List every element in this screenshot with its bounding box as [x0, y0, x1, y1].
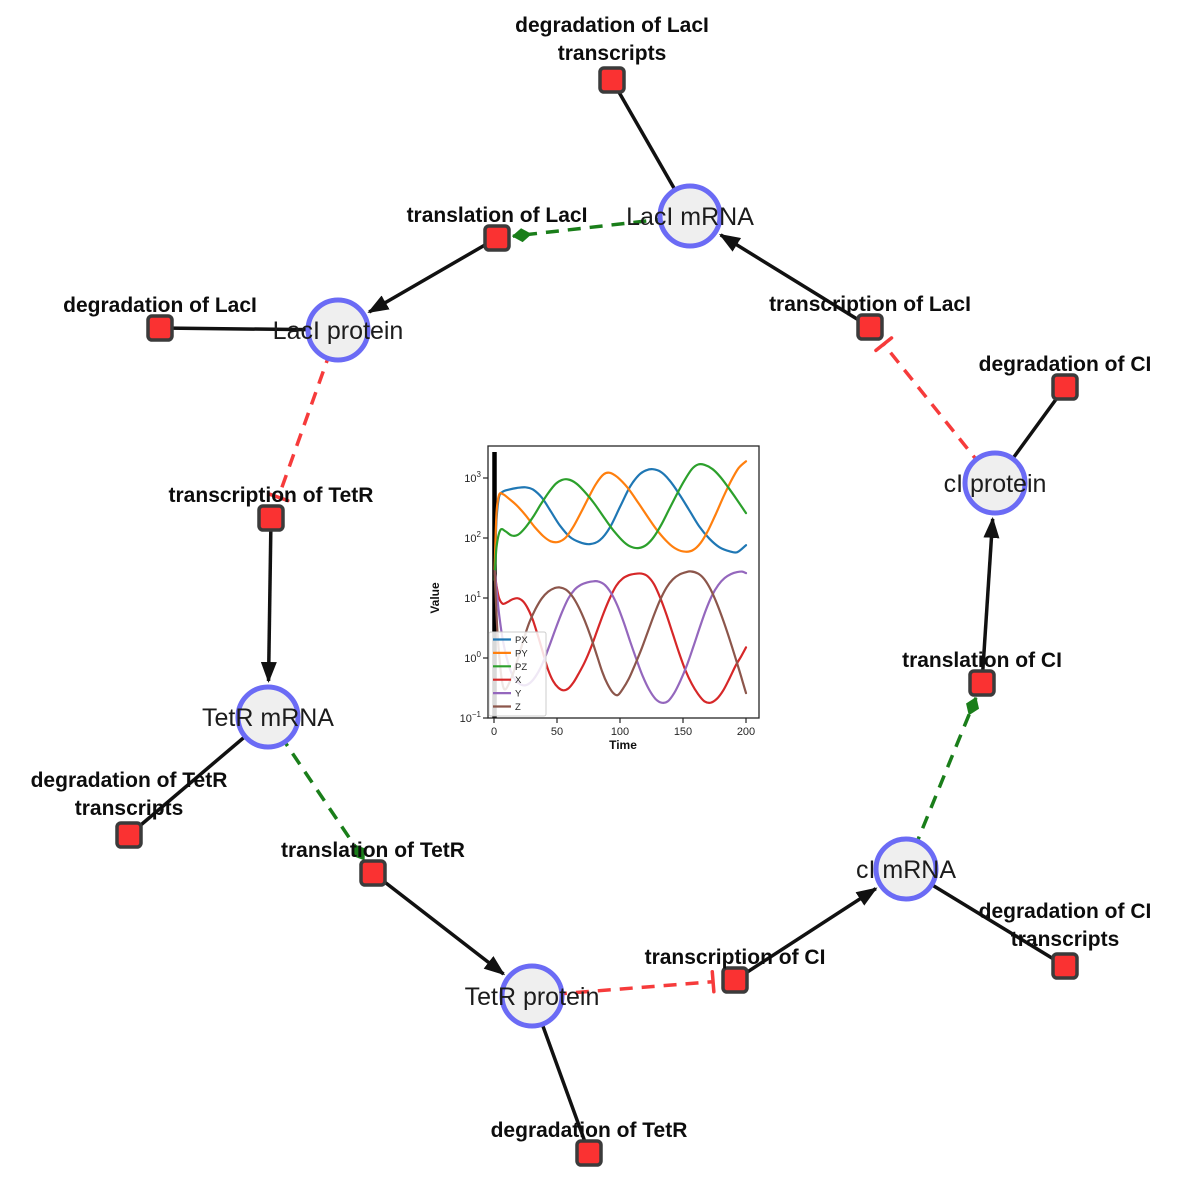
- reaction-label-deg_cI_tr-line2: transcripts: [1011, 928, 1120, 951]
- species-label-tetR_protein: TetR protein: [465, 983, 600, 1011]
- y-tick-label: 10−1: [460, 710, 482, 725]
- reaction-node-transcription_tetR: [257, 504, 285, 532]
- reaction-label-deg_lacI_tr-line2: transcripts: [558, 42, 667, 65]
- x-tick-label: 150: [674, 726, 692, 738]
- reaction-label-translation_cI-line1: translation of CI: [902, 649, 1062, 672]
- edge-product-transcription_tetR-to-tetR_mRNA: [260, 517, 277, 684]
- y-tick-label: 100: [464, 650, 481, 665]
- reaction-node-deg_tetR_tr: [115, 821, 143, 849]
- reaction-label-deg_lacI-line1: degradation of LacI: [63, 294, 257, 317]
- x-tick-label: 50: [551, 726, 563, 738]
- reaction-label-deg_cI_tr-line1: degradation of CI: [979, 900, 1152, 923]
- series-line-PZ: [493, 462, 748, 581]
- species-node-cI_mRNA: [873, 836, 939, 902]
- nodes-layer: [115, 66, 1079, 1167]
- reaction-label-deg_tetR_tr-line1: degradation of TetR: [31, 769, 228, 792]
- legend-label-PY: PY: [515, 648, 528, 659]
- reaction-node-deg_cI_tr: [1051, 952, 1079, 980]
- x-tick-label: 100: [611, 726, 629, 738]
- reaction-label-transcription_cI-line1: transcription of CI: [645, 946, 826, 969]
- reaction-node-deg_lacI: [146, 314, 174, 342]
- species-label-lacI_protein: LacI protein: [273, 317, 404, 345]
- reaction-node-translation_cI: [968, 669, 996, 697]
- edge-product-translation_cI-to-cI_protein: [980, 516, 1000, 684]
- x-tick-label: 200: [737, 726, 755, 738]
- edge-product-translation_lacI-to-lacI_protein: [367, 236, 498, 314]
- y-tick-label: 103: [464, 470, 481, 485]
- legend-label-Z: Z: [515, 702, 521, 713]
- reaction-label-transcription_tetR-line1: transcription of TetR: [169, 484, 374, 507]
- species-node-tetR_mRNA: [235, 684, 301, 750]
- reaction-node-deg_tetR: [575, 1139, 603, 1167]
- legend-label-Y: Y: [515, 689, 522, 700]
- reaction-label-translation_tetR-line1: translation of TetR: [281, 839, 465, 862]
- series-line-X: [493, 570, 748, 704]
- reaction-node-transcription_cI: [721, 966, 749, 994]
- species-label-cI_mRNA: cI mRNA: [856, 856, 956, 884]
- plot-border: [487, 445, 760, 719]
- reaction-label-translation_lacI-line1: translation of LacI: [407, 204, 588, 227]
- edge-product-transcription_cI-to-cI_mRNA: [734, 887, 878, 982]
- x-axis-label: Time: [609, 738, 637, 752]
- legend-label-X: X: [515, 675, 522, 686]
- legend-label-PX: PX: [515, 635, 528, 646]
- reaction-label-deg_tetR_tr-line2: transcripts: [75, 797, 184, 820]
- y-axis-label: Value: [428, 582, 442, 614]
- species-node-cI_protein: [962, 450, 1028, 516]
- chart-legend: PX PY PZ XYZ: [488, 631, 547, 717]
- species-label-lacI_mRNA: LacI mRNA: [626, 203, 754, 231]
- reaction-label-transcription_lacI-line1: transcription of LacI: [769, 293, 971, 316]
- reaction-node-transcription_lacI: [856, 313, 884, 341]
- species-node-lacI_protein: [305, 297, 371, 363]
- species-node-tetR_protein: [499, 963, 565, 1029]
- edge-product-transcription_lacI-to-lacI_mRNA: [718, 233, 871, 329]
- species-label-tetR_mRNA: TetR mRNA: [202, 704, 334, 732]
- legend-label-PZ: PZ: [515, 662, 527, 673]
- series-line-PY: [493, 460, 748, 571]
- y-tick-label: 102: [464, 530, 481, 545]
- reaction-node-translation_tetR: [359, 859, 387, 887]
- reaction-label-deg_tetR-line1: degradation of TetR: [491, 1119, 688, 1142]
- x-tick-label: 0: [491, 726, 497, 738]
- species-label-cI_protein: cI protein: [944, 470, 1047, 498]
- reaction-node-deg_cI: [1051, 373, 1079, 401]
- y-tick-label: 101: [464, 590, 481, 605]
- labels-layer: LacI mRNA LacI protein TetR mRNA TetR prote…: [31, 14, 1152, 1142]
- reaction-label-deg_cI-line1: degradation of CI: [979, 353, 1152, 376]
- reaction-label-deg_lacI_tr-line1: degradation of LacI: [515, 14, 709, 37]
- species-node-lacI_mRNA: [657, 183, 723, 249]
- reaction-node-deg_lacI_tr: [598, 66, 626, 94]
- edge-product-translation_tetR-to-tetR_protein: [371, 871, 506, 976]
- reaction-node-translation_lacI: [483, 224, 511, 252]
